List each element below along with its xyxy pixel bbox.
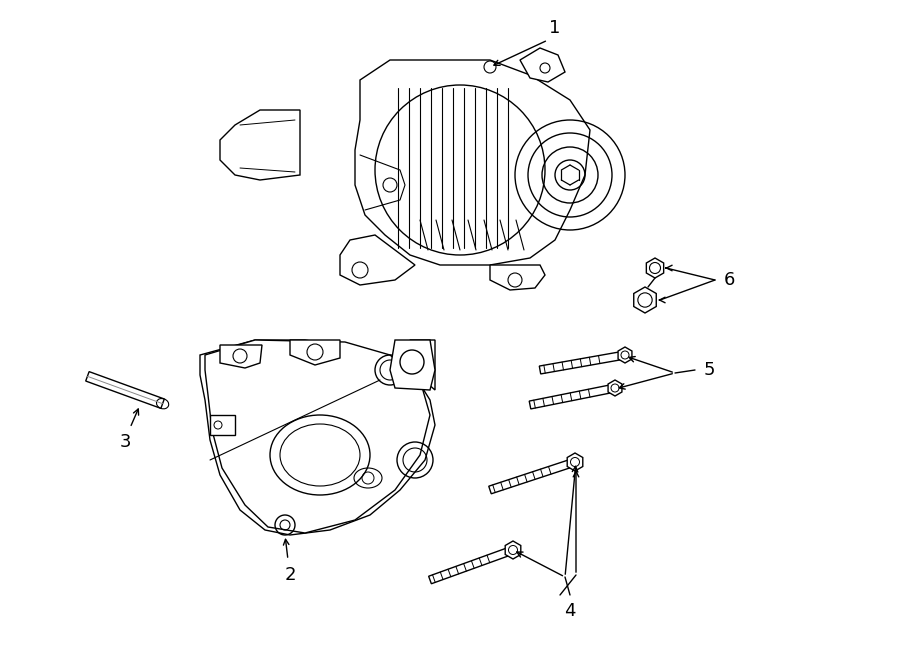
Text: 1: 1 (549, 19, 561, 37)
Text: 5: 5 (703, 361, 715, 379)
Polygon shape (490, 265, 545, 290)
Polygon shape (567, 453, 583, 471)
Text: 2: 2 (284, 566, 296, 584)
Text: 4: 4 (564, 602, 576, 620)
Polygon shape (340, 235, 415, 285)
Polygon shape (220, 345, 262, 368)
Polygon shape (86, 371, 165, 408)
Polygon shape (220, 110, 300, 180)
Polygon shape (634, 287, 656, 313)
Polygon shape (210, 415, 235, 435)
Polygon shape (529, 384, 616, 409)
Text: 3: 3 (119, 433, 130, 451)
Polygon shape (428, 546, 515, 584)
Polygon shape (390, 340, 435, 390)
Polygon shape (520, 48, 565, 82)
Polygon shape (355, 60, 590, 265)
Polygon shape (608, 380, 622, 396)
Polygon shape (505, 541, 521, 559)
Text: 6: 6 (724, 271, 734, 289)
Polygon shape (290, 340, 340, 365)
Polygon shape (489, 458, 576, 494)
Polygon shape (646, 258, 663, 278)
Polygon shape (205, 340, 430, 533)
Polygon shape (539, 351, 626, 374)
Polygon shape (618, 347, 632, 363)
Polygon shape (200, 340, 435, 535)
